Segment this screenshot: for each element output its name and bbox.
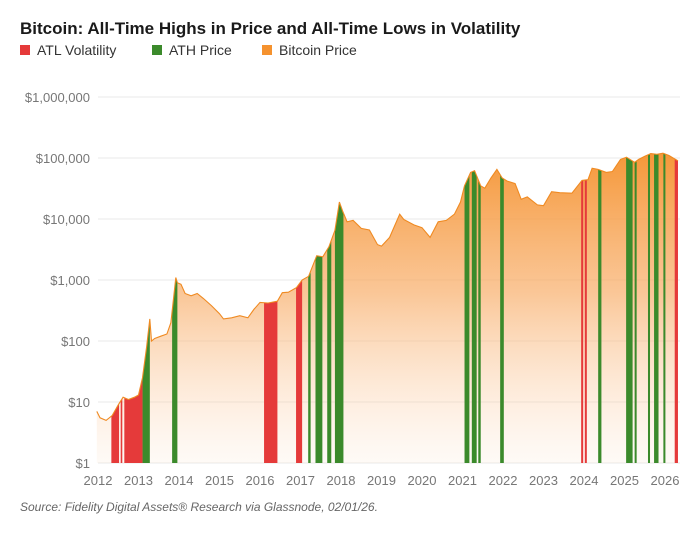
legend-swatch [262,45,272,55]
x-tick-label: 2024 [570,473,599,488]
x-tick-label: 2019 [367,473,396,488]
x-tick-label: 2026 [651,473,680,488]
x-tick-label: 2013 [124,473,153,488]
ath-price-band [634,153,637,463]
ath-price-band [315,153,323,463]
price-line [96,152,679,422]
legend-label: Bitcoin Price [279,42,357,58]
legend-label: ATL Volatility [37,42,116,58]
atl-volatility-band [296,153,303,463]
atl-volatility-band [584,153,587,463]
x-tick-label: 2023 [529,473,558,488]
ath-price-band [663,153,666,463]
x-tick-label: 2014 [165,473,194,488]
price-area [96,153,679,463]
y-tick-label: $10,000 [43,212,90,227]
atl-volatility-band [674,153,678,463]
y-tick-label: $1,000 [50,273,90,288]
x-tick-label: 2025 [610,473,639,488]
source-note: Source: Fidelity Digital Assets® Researc… [20,500,378,514]
legend-swatch [20,45,30,55]
legend-swatch [152,45,162,55]
atl-volatility-band [124,153,143,463]
x-tick-label: 2022 [489,473,518,488]
ath-price-band [142,153,150,463]
legend: ATL Volatility ATH Price Bitcoin Price [20,42,357,58]
y-tick-label: $1,000,000 [25,90,90,105]
ath-price-band [464,153,470,463]
ath-price-band [327,153,332,463]
ath-price-band [334,153,344,463]
y-tick-label: $10 [68,395,90,410]
x-tick-label: 2017 [286,473,315,488]
x-tick-label: 2018 [327,473,356,488]
x-tick-label: 2021 [448,473,477,488]
y-tick-label: $1 [76,456,90,471]
x-tick-label: 2015 [205,473,234,488]
x-tick-label: 2016 [246,473,275,488]
ath-price-band [172,153,178,463]
ath-price-band [647,153,651,463]
ath-price-band [626,153,633,463]
atl-volatility-band [264,153,278,463]
ath-price-band [308,153,311,463]
ath-price-band [654,153,659,463]
x-axis: 2012 2013 2014 2015 2016 2017 2018 2019 2020 2021… [84,473,680,488]
y-tick-label: $100 [61,334,90,349]
x-tick-label: 2012 [84,473,113,488]
atl-volatility-band [581,153,584,463]
legend-label: ATH Price [169,42,232,58]
y-axis: $1 $10 $100 $1,000 $10,000 $100,000 $1,000,000 [25,90,90,471]
atl-volatility-band [111,153,120,463]
ath-price-band [500,153,504,463]
ath-price-band [598,153,602,463]
ath-price-band [471,153,477,463]
x-tick-label: 2020 [408,473,437,488]
atl-volatility-band [120,153,123,463]
y-tick-label: $100,000 [36,151,90,166]
ath-price-band [478,153,481,463]
chart-title: Bitcoin: All-Time Highs in Price and All… [20,19,521,38]
